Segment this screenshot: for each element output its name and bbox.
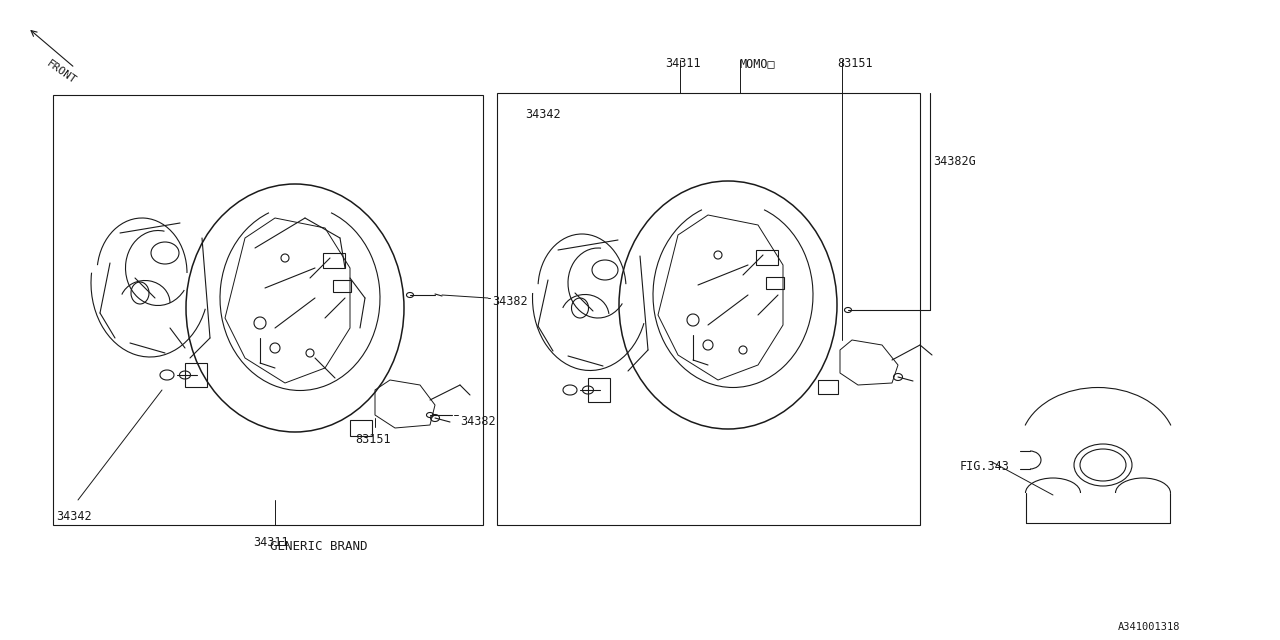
Text: 34342: 34342 — [56, 510, 92, 523]
Bar — [818, 380, 838, 394]
Text: 34382: 34382 — [460, 415, 495, 428]
Bar — [186, 363, 207, 387]
Text: 34382: 34382 — [492, 295, 527, 308]
Bar — [588, 378, 611, 402]
Text: FIG.343: FIG.343 — [960, 460, 1010, 473]
Text: 83151: 83151 — [837, 57, 873, 70]
Text: GENERIC BRAND: GENERIC BRAND — [270, 540, 367, 553]
Text: 34311: 34311 — [253, 536, 288, 549]
Text: A341001318: A341001318 — [1117, 622, 1180, 632]
Text: MOMO□: MOMO□ — [740, 57, 776, 70]
Text: 34342: 34342 — [525, 108, 561, 121]
Bar — [52, 95, 483, 525]
Text: 34311: 34311 — [666, 57, 700, 70]
Bar — [765, 277, 783, 289]
Text: 83151: 83151 — [355, 433, 390, 446]
Text: 34382G: 34382G — [933, 155, 975, 168]
Bar — [349, 420, 372, 436]
Text: FRONT: FRONT — [45, 58, 78, 86]
Bar — [333, 280, 351, 292]
Bar — [756, 250, 778, 265]
Bar — [323, 253, 346, 268]
Bar — [497, 93, 920, 525]
